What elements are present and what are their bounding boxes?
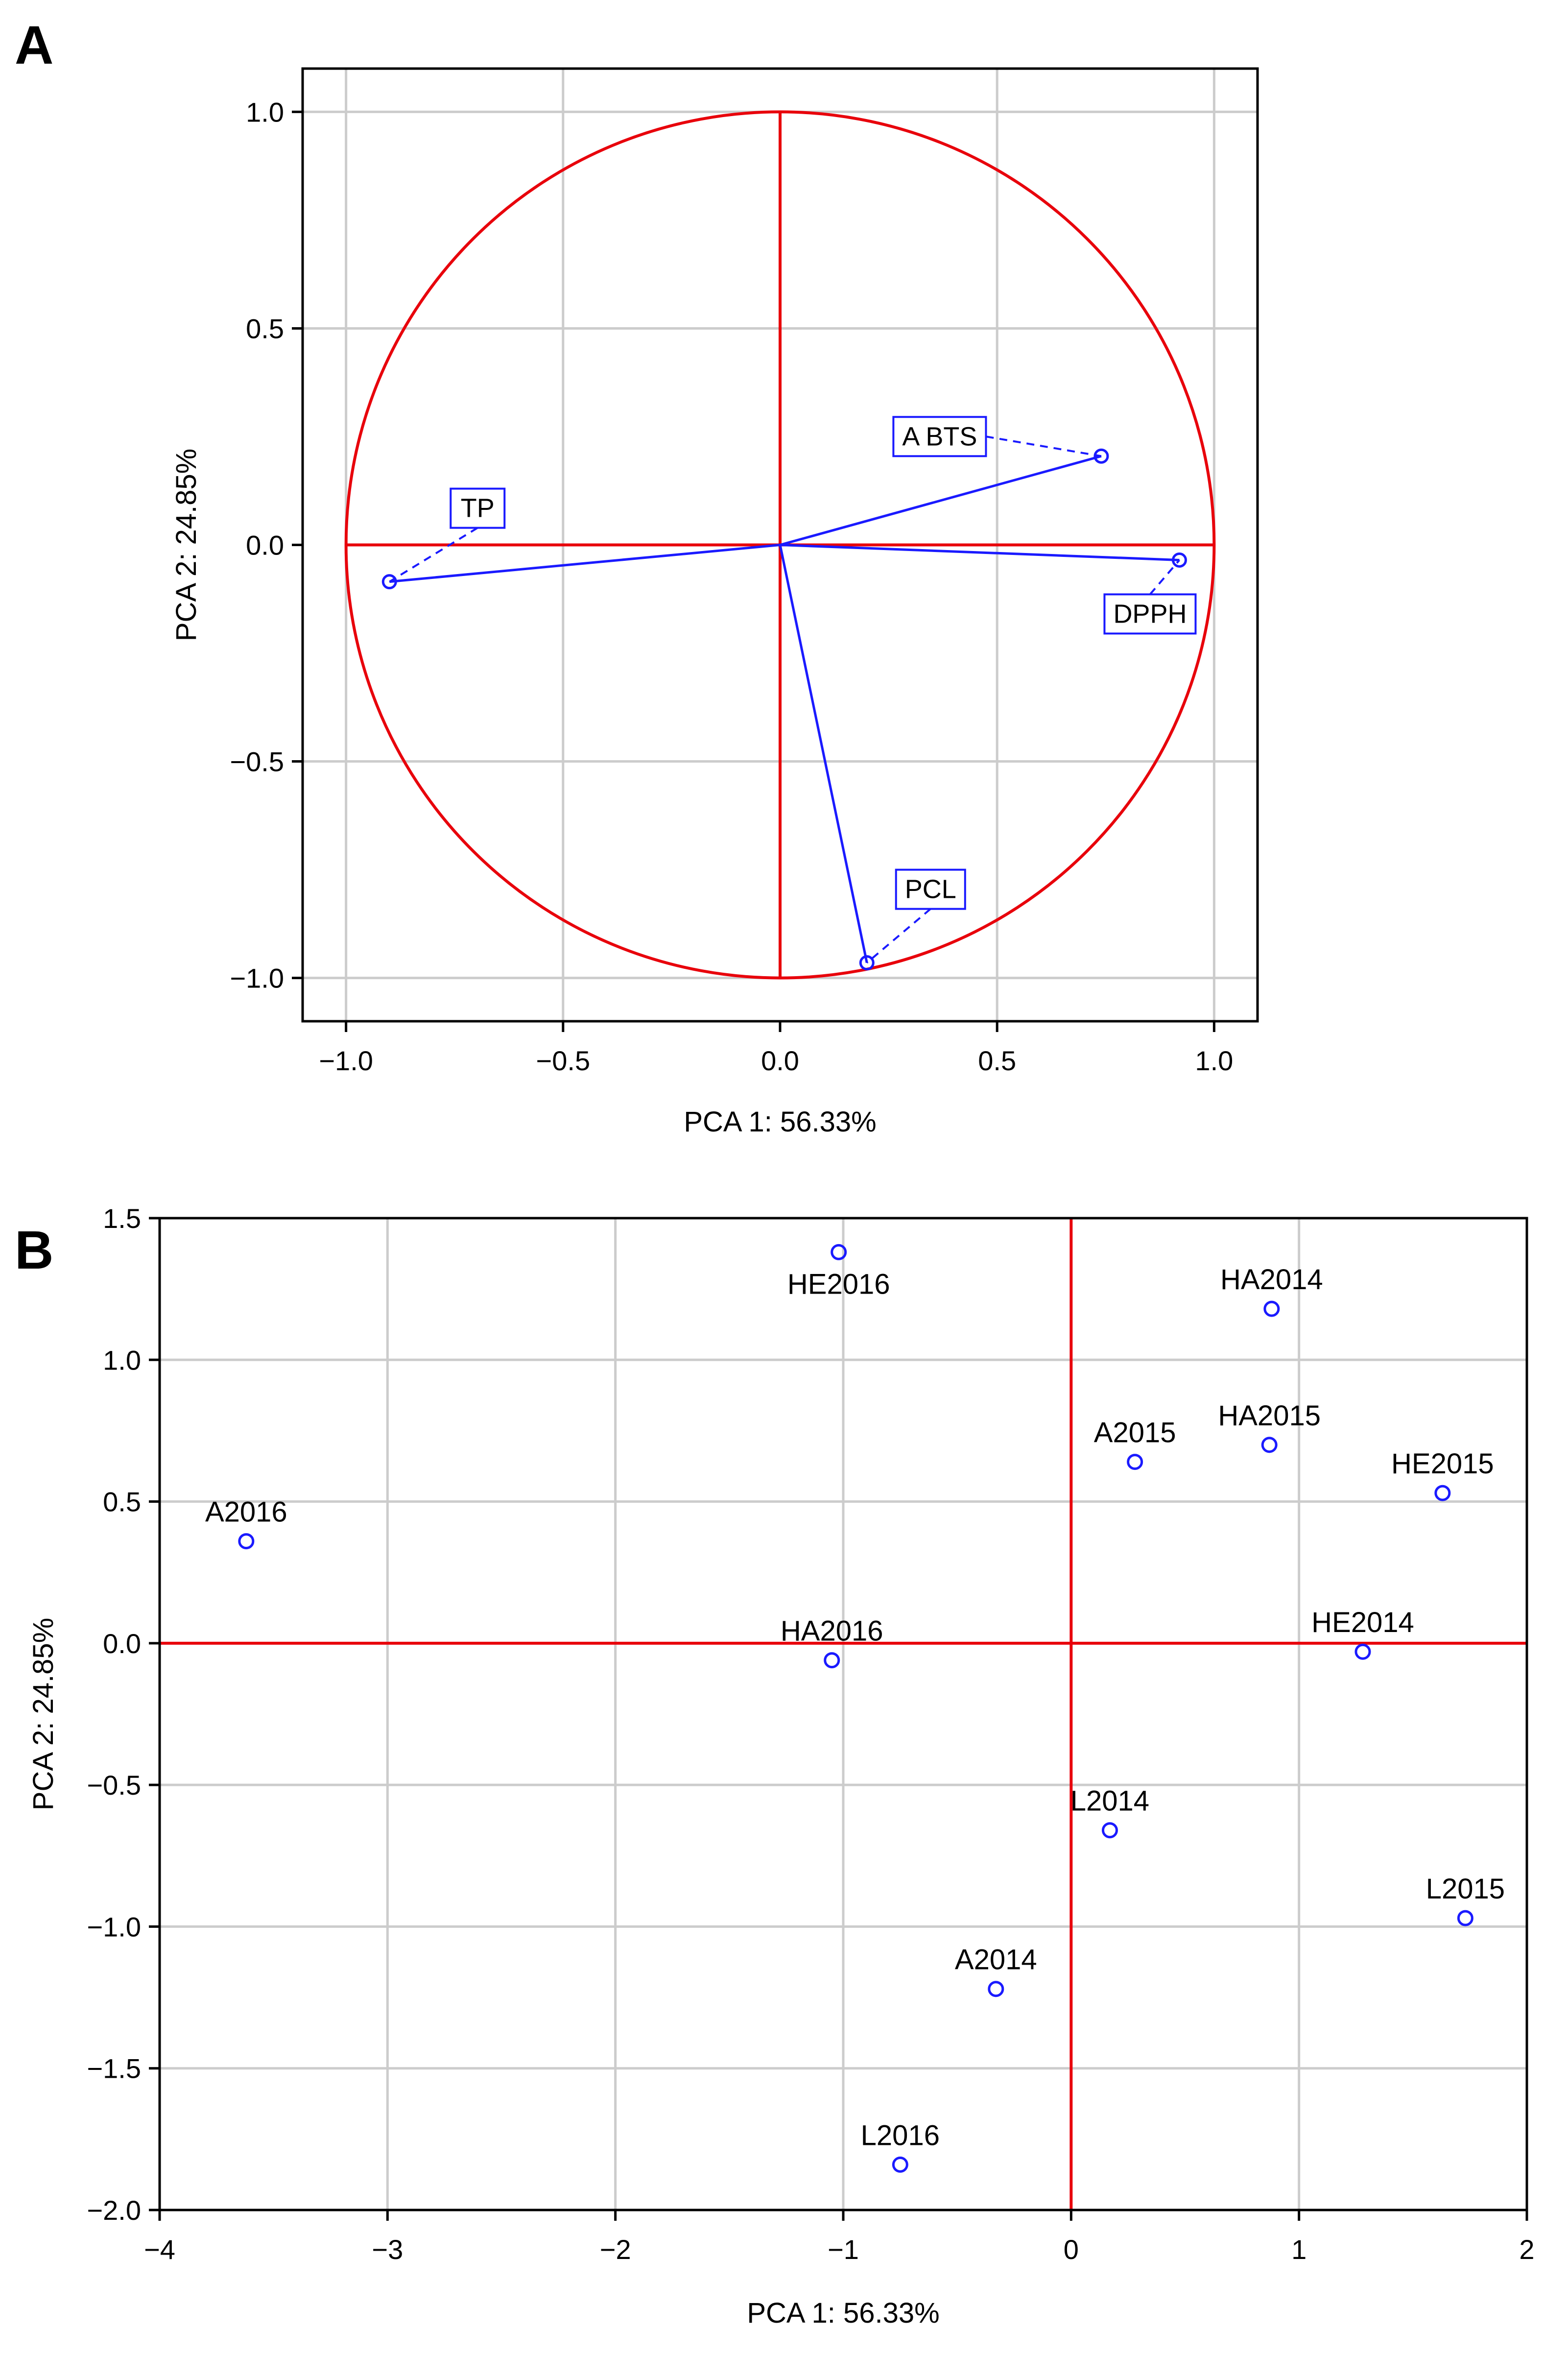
panel-a-y-tick-label: 0.5 bbox=[246, 313, 284, 344]
panel-a-vector-endpoint bbox=[381, 574, 397, 590]
panel-b-x-tick-label: 2 bbox=[1519, 2234, 1534, 2265]
panel-a-plot-content: TP A BTS DPPH PCL bbox=[344, 110, 1216, 980]
panel-b-x-tick-label: −2 bbox=[600, 2234, 631, 2265]
panel-a-x-tick-label: 1.0 bbox=[1195, 1045, 1233, 1076]
panel-a-vector-label: TP bbox=[461, 494, 495, 523]
panel-b-y-tick-label: 1.5 bbox=[103, 1203, 141, 1234]
panel-b-point-a2016 bbox=[238, 1533, 255, 1550]
panel-b-point-label: L2015 bbox=[1426, 1873, 1505, 1905]
panel-a-ticks: −1.0 −0.5 0.0 0.5 1.0 −1.0 −0.5 0.0 0.5 1.0 bbox=[230, 96, 1233, 1076]
panel-a-vector-pcl bbox=[779, 544, 868, 963]
panel-b-point-l2014 bbox=[1101, 1822, 1118, 1839]
panel-b-point-ha2014 bbox=[1263, 1300, 1280, 1317]
panel-b-x-tick-label: 0 bbox=[1064, 2234, 1079, 2265]
panel-b-point-label: HE2014 bbox=[1311, 1607, 1414, 1638]
panel-b-x-tick-label: −4 bbox=[144, 2234, 175, 2265]
panel-b-point-label: A2015 bbox=[1094, 1417, 1176, 1449]
panel-b-point-label: HA2014 bbox=[1220, 1264, 1323, 1296]
panel-b-point-l2016 bbox=[892, 2156, 908, 2173]
panel-a-vector-endpoint bbox=[1093, 448, 1109, 464]
panel-a-vector-dpph bbox=[780, 544, 1180, 561]
panel-b-point-label: L2014 bbox=[1070, 1785, 1149, 1817]
panel-b-x-tick-label: −1 bbox=[828, 2234, 859, 2265]
panel-b-point-ha2016 bbox=[824, 1652, 840, 1669]
panel-b-y-tick-label: −1.5 bbox=[87, 2053, 141, 2084]
panel-a-y-axis-title: PCA 2: 24.85% bbox=[170, 449, 202, 641]
panel-b-y-tick-label: −1.0 bbox=[87, 1911, 141, 1942]
panel-b: B A2016 HE2016 HA2016 A2014 L2016 L2014 A2015 H… bbox=[15, 1203, 1535, 2329]
panel-b-y-tick-label: 0.5 bbox=[103, 1487, 141, 1517]
panel-b-x-tick-label: −3 bbox=[372, 2234, 403, 2265]
panel-b-point-label: HE2015 bbox=[1391, 1448, 1494, 1480]
panel-a-vector-label-box bbox=[450, 487, 506, 529]
panel-b-point-label: L2016 bbox=[861, 2119, 940, 2151]
panel-a-label-leader bbox=[986, 435, 1102, 457]
panel-b-point-he2014 bbox=[1354, 1643, 1371, 1660]
panel-b-point-l2015 bbox=[1457, 1910, 1473, 1926]
panel-a-vector-label-box bbox=[892, 416, 987, 457]
panel-a-vector-label: PCL bbox=[905, 875, 956, 904]
panel-b-y-tick-label: 1.0 bbox=[103, 1345, 141, 1375]
panel-a-vector-endpoint bbox=[859, 955, 875, 971]
panel-b-point-a2015 bbox=[1127, 1454, 1143, 1470]
panel-b-point-he2016 bbox=[831, 1244, 847, 1260]
panel-b-point-label: HE2016 bbox=[787, 1268, 890, 1300]
panel-b-point-label: HA2015 bbox=[1218, 1400, 1321, 1432]
panel-b-point-ha2015 bbox=[1261, 1437, 1278, 1453]
panel-a-y-tick-label: −0.5 bbox=[230, 746, 284, 777]
panel-a-x-tick-label: 0.5 bbox=[978, 1045, 1016, 1076]
panel-b-x-axis-title: PCA 1: 56.33% bbox=[747, 2297, 939, 2329]
panel-a-y-tick-label: 0.0 bbox=[246, 530, 284, 561]
panel-a-x-tick-label: −1.0 bbox=[319, 1045, 373, 1076]
panel-a-vector-endpoint bbox=[1171, 552, 1187, 568]
panel-a-vector-tp bbox=[389, 544, 781, 583]
panel-b-y-tick-label: 0.0 bbox=[103, 1628, 141, 1659]
panel-a-vector-label: DPPH bbox=[1113, 599, 1187, 628]
panel-b-y-tick-label: −0.5 bbox=[87, 1770, 141, 1801]
panel-a-label-leader bbox=[1149, 559, 1180, 595]
panel-b-ticks: −4 −3 −2 −1 0 1 2 −2.0 −1.5 −1.0 −0.5 0.0 0.5 1.0 1.5 bbox=[87, 1203, 1534, 2265]
panel-b-letter: B bbox=[15, 1220, 53, 1280]
panel-a-label-leader bbox=[389, 527, 478, 583]
panel-a-y-tick-label: −1.0 bbox=[230, 963, 284, 994]
panel-a-x-tick-label: −0.5 bbox=[536, 1045, 591, 1076]
panel-a-y-tick-label: 1.0 bbox=[246, 96, 284, 127]
panel-b-grid bbox=[160, 1218, 1527, 2210]
panel-a-x-axis-title: PCA 1: 56.33% bbox=[684, 1106, 876, 1138]
panel-a-vector-abts bbox=[780, 455, 1102, 546]
panel-b-point-label: HA2016 bbox=[781, 1615, 883, 1647]
panel-b-point-a2014 bbox=[988, 1981, 1004, 1997]
panel-b-point-label: A2016 bbox=[205, 1496, 287, 1528]
panel-b-point-he2015 bbox=[1434, 1485, 1451, 1501]
panel-b-x-tick-label: 1 bbox=[1291, 2234, 1307, 2265]
panel-b-y-tick-label: −2.0 bbox=[87, 2195, 141, 2226]
panel-a: A TP A BTS DPPH PCL −1.0 −0.5 0.0 0.5 1.0 −1.0 −0… bbox=[15, 15, 1259, 1138]
panel-b-plot-content: A2016 HE2016 HA2016 A2014 L2016 L2014 A2015 HA2… bbox=[160, 1218, 1527, 2210]
panel-b-point-label: A2014 bbox=[955, 1944, 1037, 1976]
panel-a-x-tick-label: 0.0 bbox=[761, 1045, 799, 1076]
panel-b-y-axis-title: PCA 2: 24.85% bbox=[27, 1618, 59, 1810]
panel-a-letter: A bbox=[15, 15, 53, 75]
panel-a-vector-label-box bbox=[1103, 593, 1197, 635]
panel-a-vector-label: A BTS bbox=[902, 422, 977, 451]
panel-a-label-leader bbox=[866, 908, 931, 964]
